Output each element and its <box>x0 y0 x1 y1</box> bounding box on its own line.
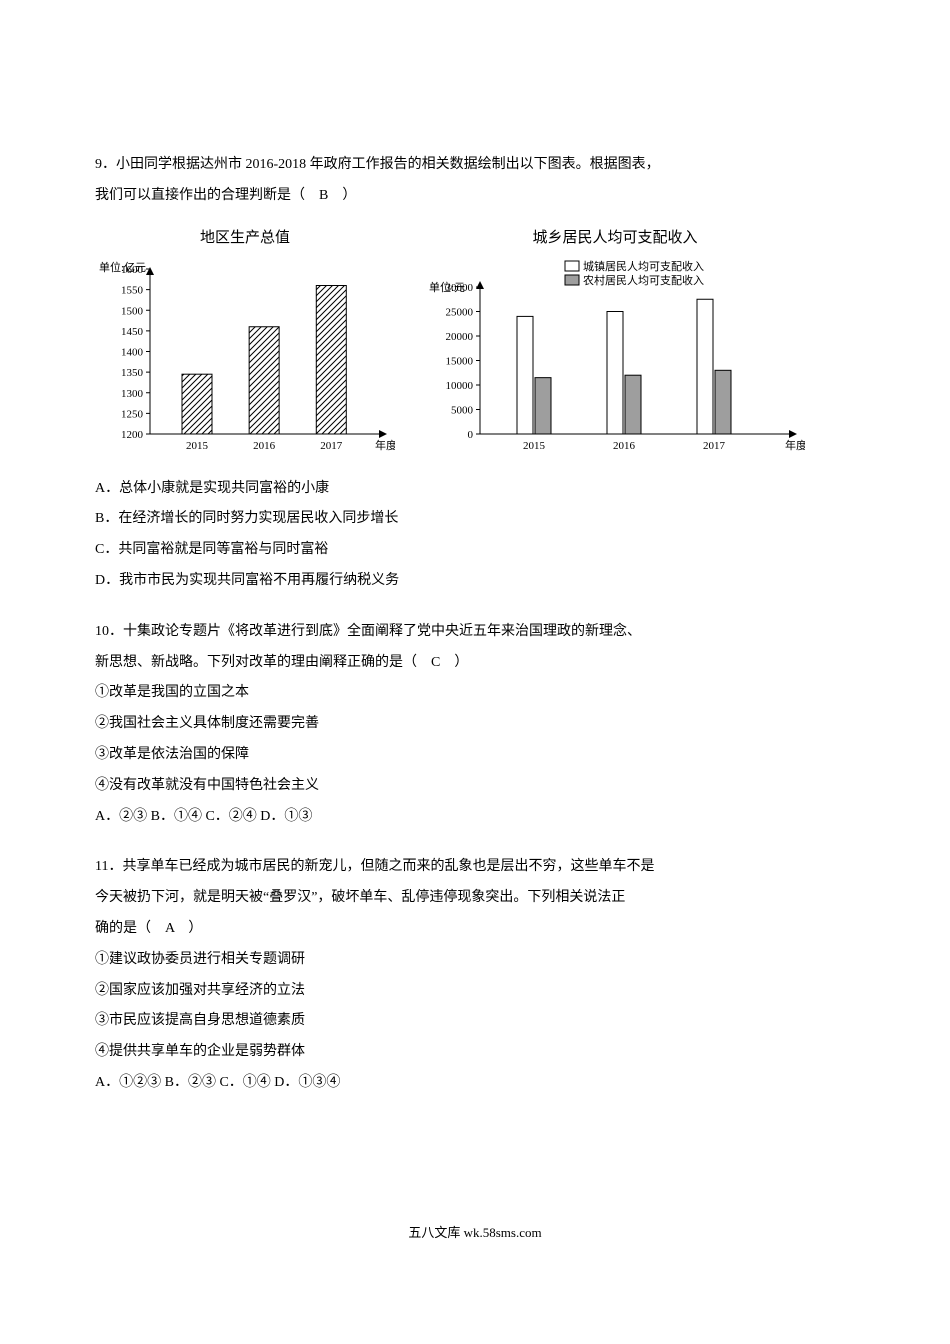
svg-text:0: 0 <box>468 429 474 441</box>
svg-text:2017: 2017 <box>703 440 726 452</box>
svg-text:城镇居民人均可支配收入: 城镇居民人均可支配收入 <box>583 259 704 273</box>
q11-s2: ②国家应该加强对共享经济的立法 <box>95 976 855 1007</box>
q11-stem-line2: 今天被扔下河，就是明天被“叠罗汉”，破坏单车、乱停违停现象突出。下列相关说法正 <box>95 883 855 914</box>
svg-text:1450: 1450 <box>121 325 144 337</box>
q11-s3: ③市民应该提高自身思想道德素质 <box>95 1006 855 1037</box>
q10-opts: A．②③ B．①④ C．②④ D．①③ <box>95 802 855 833</box>
chart-left-title: 地区生产总值 <box>200 222 290 255</box>
q10-s4: ④没有改革就没有中国特色社会主义 <box>95 771 855 802</box>
svg-text:单位:元: 单位:元 <box>429 280 465 294</box>
q11-s1: ①建议政协委员进行相关专题调研 <box>95 945 855 976</box>
q11-opts: A．①②③ B．②③ C．①④ D．①③④ <box>95 1068 855 1099</box>
svg-text:5000: 5000 <box>451 404 474 416</box>
svg-text:农村居民人均可支配收入: 农村居民人均可支配收入 <box>583 273 704 287</box>
svg-text:1400: 1400 <box>121 346 144 358</box>
svg-text:年度: 年度 <box>375 438 395 452</box>
svg-text:1300: 1300 <box>121 387 144 399</box>
q9-optB: B．在经济增长的同时努力实现居民收入同步增长 <box>95 504 855 535</box>
q9-optA: A．总体小康就是实现共同富裕的小康 <box>95 474 855 505</box>
chart-right-svg: 城镇居民人均可支配收入农村居民人均可支配收入 0 5000 10000 15000 200… <box>425 259 805 459</box>
svg-text:10000: 10000 <box>446 380 474 392</box>
svg-text:20000: 20000 <box>446 331 474 343</box>
chart-left-box: 地区生产总值 120012501300135014001450150015501… <box>95 222 395 459</box>
svg-text:2016: 2016 <box>253 440 276 452</box>
chart-left-svg: 120012501300135014001450150015501600单位:亿… <box>95 259 395 459</box>
svg-text:1550: 1550 <box>121 284 144 296</box>
svg-text:1250: 1250 <box>121 408 144 420</box>
chart-right-title: 城乡居民人均可支配收入 <box>532 222 697 255</box>
q9-optC: C．共同富裕就是同等富裕与同时富裕 <box>95 535 855 566</box>
svg-text:1200: 1200 <box>121 429 144 441</box>
q10-s1: ①改革是我国的立国之本 <box>95 678 855 709</box>
page-footer: 五八文库 wk.58sms.com <box>95 1219 855 1248</box>
svg-text:2017: 2017 <box>320 440 343 452</box>
q11-stem-line1: 11．共享单车已经成为城市居民的新宠儿，但随之而来的乱象也是层出不穷，这些单车不… <box>95 852 855 883</box>
svg-text:2015: 2015 <box>523 440 546 452</box>
q10-s2: ②我国社会主义具体制度还需要完善 <box>95 709 855 740</box>
q10-s3: ③改革是依法治国的保障 <box>95 740 855 771</box>
q10-stem-line2: 新思想、新战略。下列对改革的理由阐释正确的是（ C ） <box>95 648 855 679</box>
svg-text:1500: 1500 <box>121 305 144 317</box>
svg-text:25000: 25000 <box>446 306 474 318</box>
svg-text:年度: 年度 <box>785 438 805 452</box>
svg-text:单位:亿元: 单位:亿元 <box>99 260 146 274</box>
charts-row: 地区生产总值 1200 1250 1300 1350 1400 1450 1500 1550 1… <box>95 222 855 459</box>
q11-stem-line3: 确的是（ A ） <box>95 914 855 945</box>
svg-text:2016: 2016 <box>613 440 636 452</box>
q11-s4: ④提供共享单车的企业是弱势群体 <box>95 1037 855 1068</box>
q10-stem-line1: 10．十集政论专题片《将改革进行到底》全面阐释了党中央近五年来治国理政的新理念、 <box>95 617 855 648</box>
q9-optD: D．我市市民为实现共同富裕不用再履行纳税义务 <box>95 566 855 597</box>
svg-text:2015: 2015 <box>186 440 209 452</box>
svg-text:15000: 15000 <box>446 355 474 367</box>
q9-stem-line2: 我们可以直接作出的合理判断是（ B ） <box>95 181 855 212</box>
q9-stem-line1: 9．小田同学根据达州市 2016-2018 年政府工作报告的相关数据绘制出以下图… <box>95 150 855 181</box>
svg-text:1350: 1350 <box>121 367 144 379</box>
chart-right-box: 城乡居民人均可支配收入 城镇居民人均可支配收入农村居民人均可支配收入 0 5000 1… <box>425 222 805 459</box>
